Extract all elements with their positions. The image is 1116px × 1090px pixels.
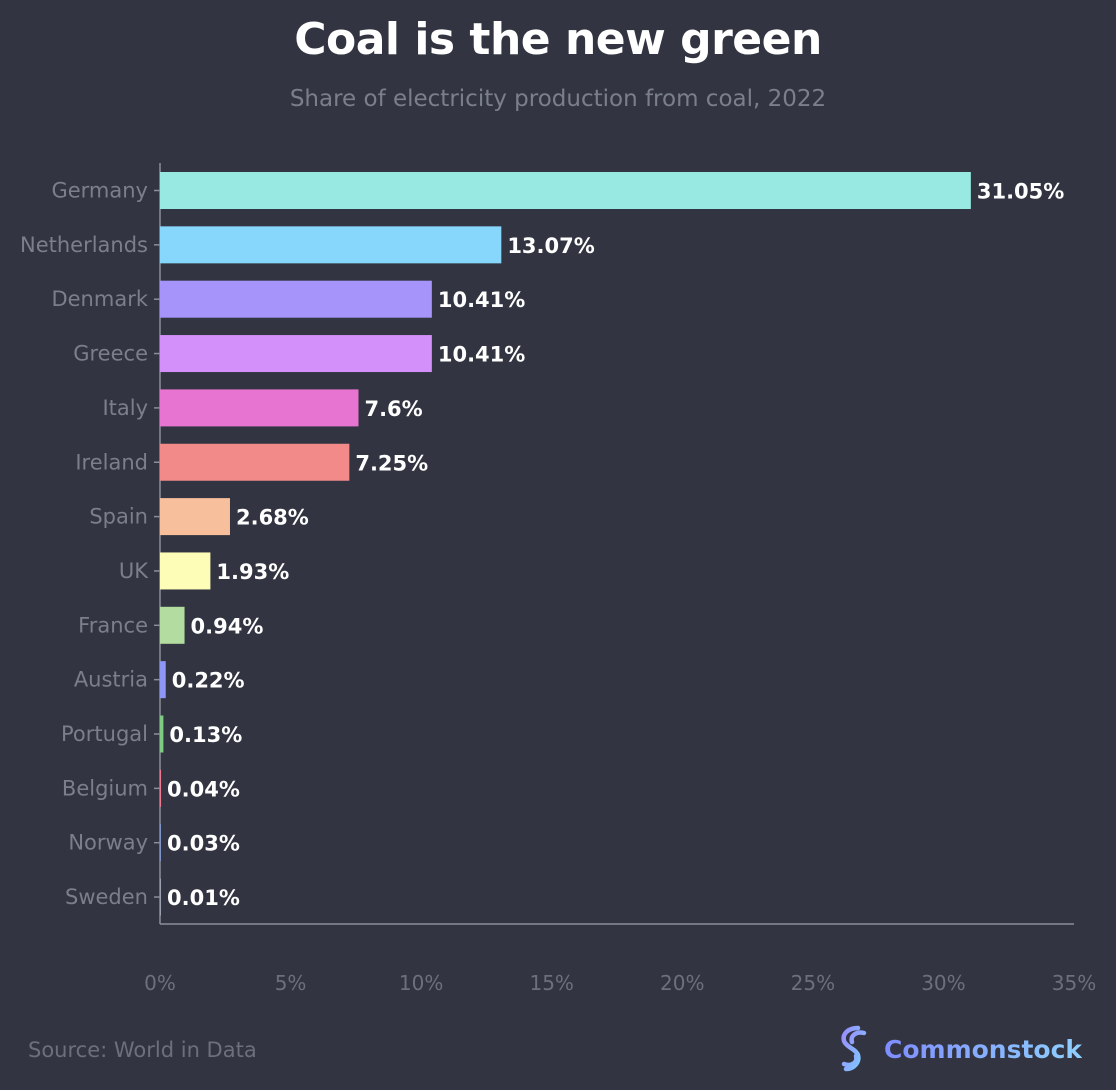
category-label: Austria bbox=[74, 668, 148, 692]
bar-portugal bbox=[160, 715, 164, 753]
value-label: 10.41% bbox=[438, 343, 525, 367]
category-label: UK bbox=[119, 559, 149, 583]
bar-uk bbox=[160, 552, 211, 590]
bar-chart: 0% 5% 10% 15% 20% 25% 30% 35% Germany 31.05% Nethe… bbox=[20, 163, 1096, 995]
category-label: Denmark bbox=[51, 287, 148, 311]
bar-ireland bbox=[160, 443, 350, 481]
x-tick-label: 10% bbox=[399, 971, 443, 995]
category-label: Greece bbox=[73, 342, 148, 366]
brand-logo: Commonstock bbox=[834, 1024, 1082, 1074]
x-tick-label: 5% bbox=[275, 971, 307, 995]
category-label: Ireland bbox=[75, 450, 148, 474]
chart-subtitle: Share of electricity production from coa… bbox=[289, 86, 827, 112]
value-label: 1.93% bbox=[216, 560, 289, 584]
value-label: 10.41% bbox=[438, 288, 525, 312]
category-label: Spain bbox=[89, 505, 148, 529]
category-label: Portugal bbox=[61, 722, 148, 746]
bar-greece bbox=[160, 335, 432, 373]
category-label: Belgium bbox=[62, 776, 148, 800]
value-label: 0.22% bbox=[172, 669, 245, 693]
bar-netherlands bbox=[160, 226, 502, 264]
value-label: 0.13% bbox=[169, 723, 242, 747]
value-label: 7.6% bbox=[364, 397, 422, 421]
value-label: 2.68% bbox=[236, 506, 309, 530]
bar-austria bbox=[160, 661, 166, 699]
value-label: 13.07% bbox=[507, 234, 594, 258]
category-label: Germany bbox=[51, 179, 148, 203]
bar-denmark bbox=[160, 280, 432, 318]
category-label: Netherlands bbox=[20, 233, 148, 257]
category-label: France bbox=[78, 613, 148, 637]
bar-spain bbox=[160, 498, 230, 536]
bar-sweden bbox=[160, 878, 161, 916]
value-label: 31.05% bbox=[977, 180, 1064, 204]
bar-germany bbox=[160, 172, 971, 209]
category-label: Sweden bbox=[65, 885, 148, 909]
x-tick-label: 35% bbox=[1052, 971, 1096, 995]
value-label: 0.94% bbox=[191, 614, 264, 638]
bar-belgium bbox=[160, 769, 162, 807]
x-tick-label: 20% bbox=[660, 971, 704, 995]
value-label: 0.03% bbox=[167, 832, 240, 856]
bar-france bbox=[160, 606, 185, 644]
value-label: 0.04% bbox=[167, 777, 240, 801]
commonstock-logo-icon bbox=[841, 1025, 867, 1072]
x-tick-label: 30% bbox=[921, 971, 965, 995]
bar-norway bbox=[160, 824, 161, 862]
x-tick-label: 0% bbox=[144, 971, 176, 995]
category-label: Norway bbox=[68, 831, 148, 855]
value-label: 7.25% bbox=[355, 451, 428, 475]
source-note: Source: World in Data bbox=[28, 1038, 257, 1062]
chart-title: Coal is the new green bbox=[294, 14, 822, 65]
value-label: 0.01% bbox=[167, 886, 240, 910]
brand-name: Commonstock bbox=[884, 1034, 1083, 1064]
x-tick-label: 15% bbox=[529, 971, 573, 995]
x-tick-label: 25% bbox=[791, 971, 835, 995]
bar-italy bbox=[160, 389, 359, 427]
category-label: Italy bbox=[102, 396, 148, 420]
